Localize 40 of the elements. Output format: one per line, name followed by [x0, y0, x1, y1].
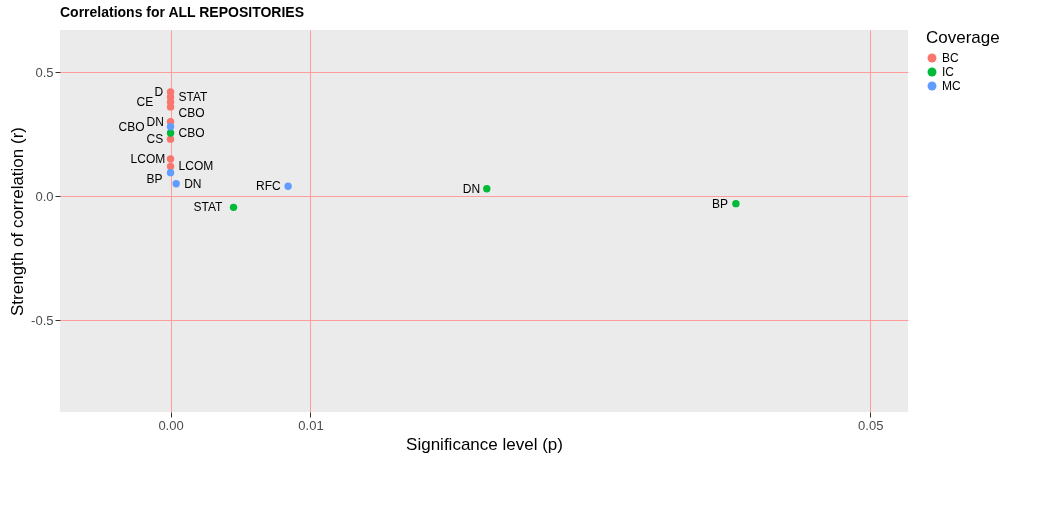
- annotation: LCOM: [178, 159, 214, 174]
- annotation: DN: [184, 176, 202, 191]
- point: [166, 155, 175, 163]
- annotation: LCOM: [130, 151, 166, 166]
- point: [483, 185, 491, 193]
- annotation: D: [154, 85, 164, 100]
- annotation: DN: [146, 114, 164, 129]
- x-tick-label: 0.01: [298, 417, 324, 433]
- y-tick-label: 0.0: [35, 188, 54, 204]
- point: [284, 182, 292, 190]
- annotation: STAT: [193, 200, 224, 215]
- y-tick-label: 0.5: [35, 64, 54, 80]
- legend-label: BC: [942, 51, 959, 65]
- point: [166, 162, 175, 171]
- annotation: CBO: [178, 125, 205, 140]
- annotation: STAT: [178, 89, 209, 104]
- annotation: RFC: [256, 179, 282, 194]
- legend-title: Coverage: [926, 28, 1000, 47]
- annotation: CBO: [118, 119, 145, 134]
- y-tick-label: -0.5: [31, 312, 54, 328]
- point: [166, 103, 175, 111]
- annotation: CBO: [178, 105, 205, 120]
- annotation: BP: [711, 196, 728, 211]
- x-tick-label: 0.05: [858, 417, 884, 433]
- point: [166, 168, 175, 177]
- point: [166, 123, 175, 131]
- point: [229, 203, 238, 212]
- annotation: CS: [146, 132, 164, 147]
- legend-label: IC: [942, 65, 955, 79]
- annotation: BP: [146, 171, 163, 186]
- annotation: CE: [136, 94, 154, 109]
- point: [166, 129, 175, 137]
- annotation: DN: [462, 181, 481, 196]
- x-axis-title: Significance level (p): [406, 434, 563, 454]
- point: [172, 180, 180, 188]
- point: [732, 199, 740, 208]
- chart-title: Correlations for ALL REPOSITORIES: [60, 4, 305, 20]
- x-tick-label: 0.00: [158, 417, 184, 433]
- y-axis-title: Strength of correlation (r): [8, 127, 28, 316]
- legend-label: MC: [942, 79, 961, 93]
